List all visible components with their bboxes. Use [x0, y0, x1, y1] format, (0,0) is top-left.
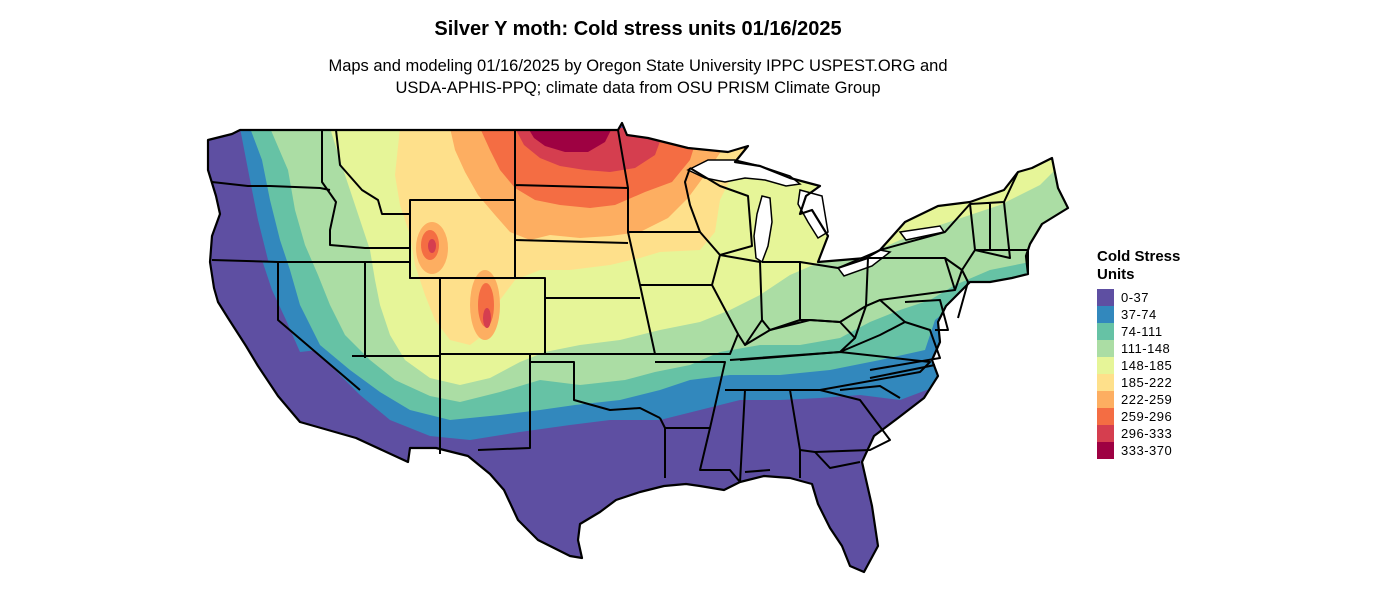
border-louisiana	[664, 427, 741, 483]
legend-label: 0-37	[1121, 290, 1150, 305]
legend-swatch	[1097, 306, 1114, 323]
legend-swatch	[1097, 408, 1114, 425]
border-georgia	[799, 389, 891, 453]
subtitle-line-2: USDA-APHIS-PPQ; climate data from OSU PR…	[395, 79, 881, 97]
legend-item: 37-74	[1097, 306, 1227, 323]
map-title: Silver Y moth: Cold stress units 01/16/2…	[434, 18, 842, 40]
zone-sierra-ridge	[262, 260, 318, 352]
border-ok-tx	[530, 361, 661, 419]
legend-item: 0-37	[1097, 289, 1227, 306]
border-missouri	[639, 284, 739, 355]
legend-title: Cold Stress Units	[1097, 248, 1227, 284]
legend-item: 74-111	[1097, 323, 1227, 340]
legend-swatch	[1097, 289, 1114, 306]
zone-333-370	[528, 128, 612, 152]
legend-swatch	[1097, 442, 1114, 459]
legend-label: 74-111	[1121, 324, 1163, 339]
legend-item: 259-296	[1097, 408, 1227, 425]
legend-title-line-1: Cold Stress	[1097, 248, 1181, 265]
legend-label: 333-370	[1121, 443, 1173, 458]
legend-item: 222-259	[1097, 391, 1227, 408]
legend-items: 0-37 37-74 74-111 111-148 148-185 185-222 222-…	[1097, 289, 1227, 459]
state-borders	[211, 129, 1029, 483]
legend-item: 185-222	[1097, 374, 1227, 391]
border-new-jersey	[954, 269, 969, 319]
legend-swatch	[1097, 323, 1114, 340]
legend-item: 148-185	[1097, 357, 1227, 374]
border-ne-ks	[514, 243, 655, 355]
lake-huron	[797, 189, 829, 240]
zone-296-333-wyoming	[428, 239, 436, 253]
legend-swatch	[1097, 340, 1114, 357]
legend-item: 111-148	[1097, 340, 1227, 357]
border-nv-ca	[211, 259, 361, 391]
border-wisconsin	[689, 167, 753, 256]
legend-label: 111-148	[1121, 341, 1171, 356]
great-lakes	[686, 159, 946, 277]
cold-stress-raster	[208, 123, 1068, 572]
legend-item: 296-333	[1097, 425, 1227, 442]
border-florida	[814, 451, 861, 469]
border-ny	[879, 203, 976, 271]
legend-label: 259-296	[1121, 409, 1173, 424]
legend-title-line-2: Units	[1097, 266, 1135, 283]
border-carolinas	[839, 364, 936, 399]
border-dakotas	[514, 130, 629, 244]
subtitle-line-1: Maps and modeling 01/16/2025 by Oregon S…	[328, 57, 948, 75]
legend-swatch	[1097, 391, 1114, 408]
map-subtitle: Maps and modeling 01/16/2025 by Oregon S…	[0, 55, 1276, 99]
legend-label: 37-74	[1121, 307, 1157, 322]
legend-swatch	[1097, 374, 1114, 391]
legend-label: 148-185	[1121, 358, 1173, 373]
legend-item: 333-370	[1097, 442, 1227, 459]
border-idaho	[321, 130, 410, 249]
border-md-de	[904, 299, 949, 331]
legend-label: 222-259	[1121, 392, 1173, 407]
border-virginia	[839, 321, 941, 371]
border-wa-or	[211, 181, 331, 191]
legend-swatch	[1097, 425, 1114, 442]
border-new-england	[969, 171, 1029, 274]
border-nm-tx	[477, 354, 531, 451]
zone-296-333-colorado	[483, 308, 491, 328]
legend-swatch	[1097, 357, 1114, 374]
legend: Cold Stress Units 0-37 37-74 74-111 111-148…	[1097, 248, 1227, 459]
legend-label: 185-222	[1121, 375, 1173, 390]
lake-superior	[686, 159, 802, 187]
legend-label: 296-333	[1121, 426, 1173, 441]
